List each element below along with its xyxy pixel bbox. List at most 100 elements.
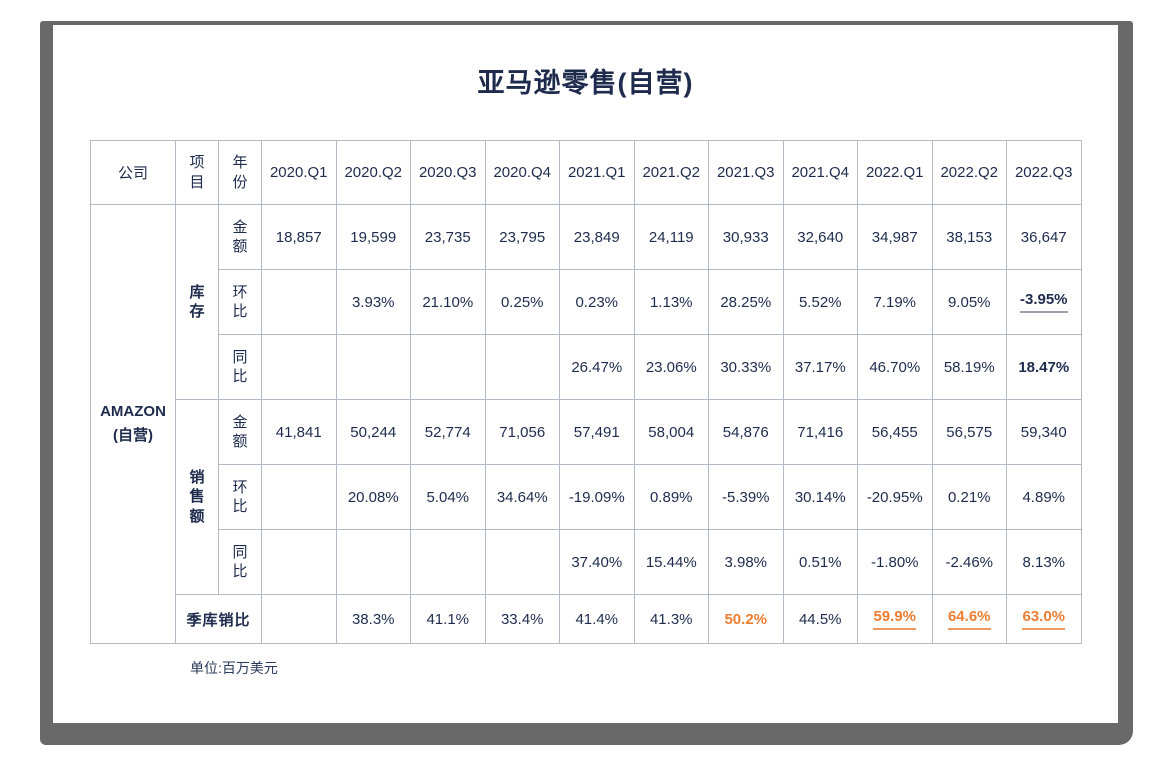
- value-cell: 56,575: [931, 399, 1007, 465]
- metric-label-cell: 金 额: [218, 204, 262, 270]
- value-cell: 0.51%: [782, 529, 858, 595]
- value-cell: 0.21%: [931, 464, 1007, 530]
- value-cell: 23,849: [559, 204, 635, 270]
- value-cell: 24,119: [633, 204, 709, 270]
- value-cell: 18.47%: [1006, 334, 1082, 400]
- value-cell: [261, 269, 337, 335]
- table-head-row: 公司项 目年 份 2020.Q1 2020.Q2 2020.Q3 2020.Q4 2021…: [90, 140, 1082, 205]
- metric-label-cell: 同 比: [218, 529, 262, 595]
- table-row: AMAZON (自营) 库 存金 额 18,857 19,599 23,735 23,795…: [90, 204, 1082, 644]
- value-cell: [335, 529, 411, 595]
- value-cell: -5.39%: [708, 464, 784, 530]
- value-cell: 15.44%: [633, 529, 709, 595]
- value-cell: [261, 334, 337, 400]
- value-cell: 19,599: [335, 204, 411, 270]
- metric-label-cell: 同 比: [218, 334, 262, 400]
- unit-note: 单位:百万美元: [190, 660, 278, 676]
- highlighted-value: 64.6%: [947, 608, 991, 630]
- value-cell: -19.09%: [559, 464, 635, 530]
- card-frame: 亚马逊零售(自营) 公司项 目年 份 2020.Q1 2020.Q2 2020.Q3 2…: [40, 21, 1133, 745]
- value-cell: 38,153: [931, 204, 1007, 270]
- value-cell: 23,795: [484, 204, 560, 270]
- ratio-label-cell: 季库销比: [175, 594, 262, 644]
- column-header: 2020.Q4: [484, 140, 560, 205]
- value-cell: 37.17%: [782, 334, 858, 400]
- value-cell: 58,004: [633, 399, 709, 465]
- data-table: 公司项 目年 份 2020.Q1 2020.Q2 2020.Q3 2020.Q4 2021…: [90, 140, 1082, 644]
- value-cell: 7.19%: [857, 269, 933, 335]
- highlighted-value: 59.9%: [873, 608, 917, 630]
- value-cell: 23.06%: [633, 334, 709, 400]
- column-header: 2020.Q2: [335, 140, 411, 205]
- value-cell: 3.98%: [708, 529, 784, 595]
- value-cell: 33.4%: [484, 594, 560, 644]
- metric-label-cell: 环 比: [218, 464, 262, 530]
- value-cell: 21.10%: [410, 269, 486, 335]
- value-cell: 41.3%: [633, 594, 709, 644]
- table-row: 环 比 20.08% 5.04% 34.64% -19.09% 0.89% -5.39% 30…: [91, 464, 1082, 530]
- value-cell: 30.33%: [708, 334, 784, 400]
- value-cell: 38.3%: [335, 594, 411, 644]
- value-cell: 41,841: [261, 399, 337, 465]
- value-cell: 58.19%: [931, 334, 1007, 400]
- value-cell: -2.46%: [931, 529, 1007, 595]
- table-row: 销 售 额金 额 41,841 50,244 52,774 71,056 57,491 58…: [91, 399, 1082, 595]
- value-cell: 30.14%: [782, 464, 858, 530]
- value-cell: 3.93%: [335, 269, 411, 335]
- value-cell: 18,857: [261, 204, 337, 270]
- value-cell: [410, 529, 486, 595]
- value-cell: [261, 464, 337, 530]
- value-cell: [261, 529, 337, 595]
- value-cell: 54,876: [708, 399, 784, 465]
- column-header: 年 份: [218, 140, 262, 205]
- metric-label-cell: 金 额: [218, 399, 262, 465]
- value-cell: 71,056: [484, 399, 560, 465]
- value-cell: 28.25%: [708, 269, 784, 335]
- section-label-cell: 库 存: [175, 204, 219, 400]
- value-cell: 50.2%: [708, 594, 784, 644]
- value-cell: 5.04%: [410, 464, 486, 530]
- company-cell: AMAZON (自营): [90, 204, 176, 644]
- table-body: AMAZON (自营) 库 存金 额 18,857 19,599 23,735 23,795…: [90, 204, 1082, 644]
- value-cell: [261, 594, 337, 644]
- table-row: 环 比 3.93% 21.10% 0.25% 0.23% 1.13% 28.25% 5.52%…: [91, 269, 1082, 335]
- value-cell: 9.05%: [931, 269, 1007, 335]
- highlighted-value: 18.47%: [1018, 358, 1070, 376]
- value-cell: 34.64%: [484, 464, 560, 530]
- value-cell: 52,774: [410, 399, 486, 465]
- table-row-ratio: 季库销比 38.3% 41.1% 33.4% 41.4% 41.3% 50.2% 44.5% 5…: [91, 594, 1082, 644]
- value-cell: -1.80%: [857, 529, 933, 595]
- value-cell: 56,455: [857, 399, 933, 465]
- metric-label-cell: 环 比: [218, 269, 262, 335]
- page-title: 亚马逊零售(自营): [477, 68, 694, 98]
- value-cell: [335, 334, 411, 400]
- column-header: 2022.Q3: [1006, 140, 1082, 205]
- table-row: 同 比 26.47% 23.06% 30.33% 37.17% 46.70% 58.19% 1…: [91, 334, 1082, 400]
- value-cell: 0.89%: [633, 464, 709, 530]
- value-cell: 44.5%: [782, 594, 858, 644]
- column-header: 2020.Q3: [410, 140, 486, 205]
- value-cell: 36,647: [1006, 204, 1082, 270]
- highlighted-value: 63.0%: [1022, 608, 1066, 630]
- column-header: 项 目: [175, 140, 219, 205]
- section-label-cell: 销 售 额: [175, 399, 219, 595]
- value-cell: 41.4%: [559, 594, 635, 644]
- value-cell: 23,735: [410, 204, 486, 270]
- highlighted-value: 50.2%: [724, 610, 768, 628]
- value-cell: 46.70%: [857, 334, 933, 400]
- value-cell: [484, 529, 560, 595]
- value-cell: 4.89%: [1006, 464, 1082, 530]
- value-cell: 30,933: [708, 204, 784, 270]
- column-header: 2020.Q1: [261, 140, 337, 205]
- value-cell: 26.47%: [559, 334, 635, 400]
- value-cell: 0.23%: [559, 269, 635, 335]
- value-cell: 1.13%: [633, 269, 709, 335]
- value-cell: 63.0%: [1006, 594, 1082, 644]
- value-cell: [484, 334, 560, 400]
- column-header: 2022.Q2: [931, 140, 1007, 205]
- company-subname: (自营): [113, 427, 153, 444]
- table-row: 同 比 37.40% 15.44% 3.98% 0.51% -1.80% -2.46% 8.1…: [91, 529, 1082, 595]
- column-header: 2021.Q3: [708, 140, 784, 205]
- value-cell: 57,491: [559, 399, 635, 465]
- value-cell: 20.08%: [335, 464, 411, 530]
